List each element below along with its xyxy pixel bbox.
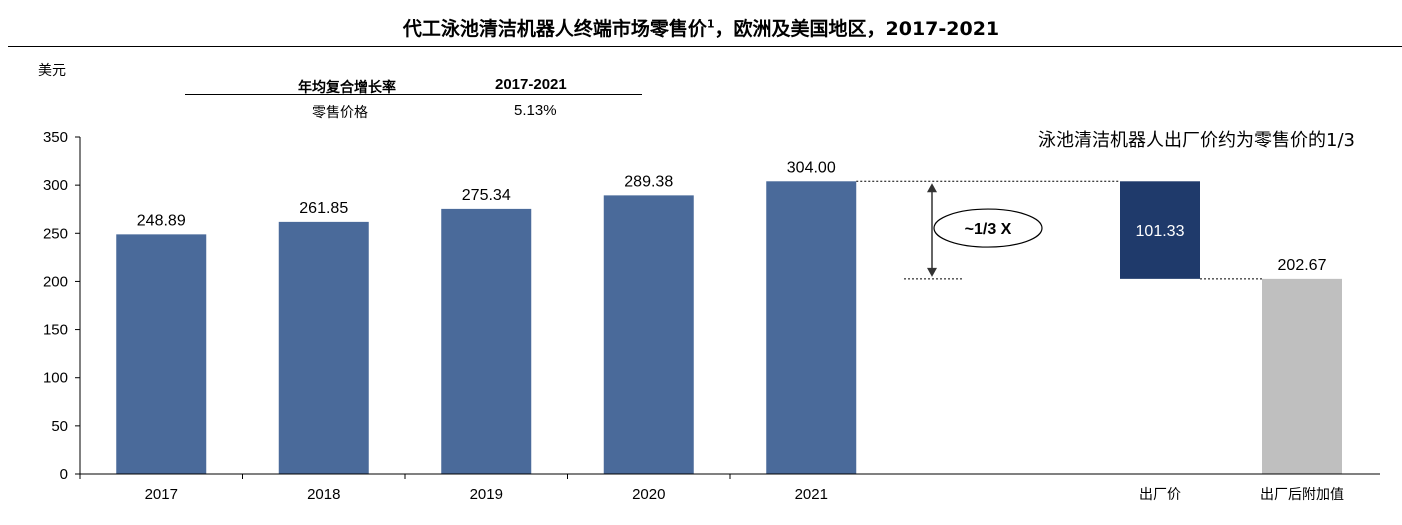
x-tick-label: 2018 xyxy=(307,486,340,503)
y-axis-unit: 美元 xyxy=(38,63,66,79)
annotation-group: ~1/3 X xyxy=(856,180,1262,280)
cagr-divider xyxy=(185,94,642,95)
x-axis: 2017 2018 2019 2020 2021 出厂价 出厂后附加值 xyxy=(79,473,1380,503)
arrow-head-up xyxy=(927,183,937,193)
waterfall-bar-1 xyxy=(1120,181,1200,279)
title-suffix: ，欧洲及美国地区，2017-2021 xyxy=(714,18,1000,40)
y-tick-label: 350 xyxy=(43,129,68,146)
bar-value-label: 304.00 xyxy=(787,159,836,176)
bars-group: 248.89 261.85 275.34 289.38 304.00 101.33 202.… xyxy=(116,159,1342,475)
y-axis: 0 50 100 150 200 250 300 350 xyxy=(43,129,81,483)
y-tick-label: 250 xyxy=(43,225,68,242)
chart-title: 代工泳池清洁机器人终端市场零售价1，欧洲及美国地区，2017-2021 xyxy=(0,14,1402,41)
title-divider xyxy=(8,46,1402,47)
y-tick-label: 100 xyxy=(43,370,68,387)
ratio-label: ~1/3 X xyxy=(965,221,1012,238)
factory-price-note: 泳池清洁机器人出厂价约为零售价的1/3 xyxy=(1038,130,1355,151)
bar-2021 xyxy=(766,181,857,474)
title-footnote-mark: 1 xyxy=(706,17,715,31)
x-category-label: 出厂价 xyxy=(1139,487,1181,503)
bar-2019 xyxy=(441,208,532,475)
x-tick-label: 2019 xyxy=(470,486,503,503)
y-tick-label: 200 xyxy=(43,273,68,290)
waterfall-value-label: 202.67 xyxy=(1278,257,1327,274)
bar-2020 xyxy=(603,195,694,474)
x-category-label: 出厂后附加值 xyxy=(1260,487,1344,503)
y-tick-label: 300 xyxy=(43,177,68,194)
y-tick-label: 0 xyxy=(60,466,68,483)
waterfall-value-label: 101.33 xyxy=(1136,223,1185,240)
waterfall-bar-2 xyxy=(1262,278,1342,474)
title-text: 代工泳池清洁机器人终端市场零售价 xyxy=(402,18,707,40)
ratio-ellipse xyxy=(933,208,1043,248)
y-tick-label: 150 xyxy=(43,322,68,339)
x-tick-label: 2021 xyxy=(795,486,828,503)
x-tick-label: 2020 xyxy=(632,486,665,503)
cagr-header-metric: 年均复合增长率 xyxy=(298,80,396,96)
bar-value-label: 289.38 xyxy=(624,173,673,190)
bar-2017 xyxy=(116,234,207,474)
bar-value-label: 275.34 xyxy=(462,187,511,204)
arrow-head-down xyxy=(927,267,937,277)
bar-value-label: 248.89 xyxy=(137,212,186,229)
y-tick-label: 50 xyxy=(51,418,68,435)
cagr-header-period: 2017-2021 xyxy=(495,76,567,93)
x-tick-label: 2017 xyxy=(145,486,178,503)
cagr-row-metric: 零售价格 xyxy=(312,105,368,121)
cagr-row-value: 5.13% xyxy=(514,102,557,119)
bar-2018 xyxy=(278,221,369,474)
bar-value-label: 261.85 xyxy=(299,200,348,217)
